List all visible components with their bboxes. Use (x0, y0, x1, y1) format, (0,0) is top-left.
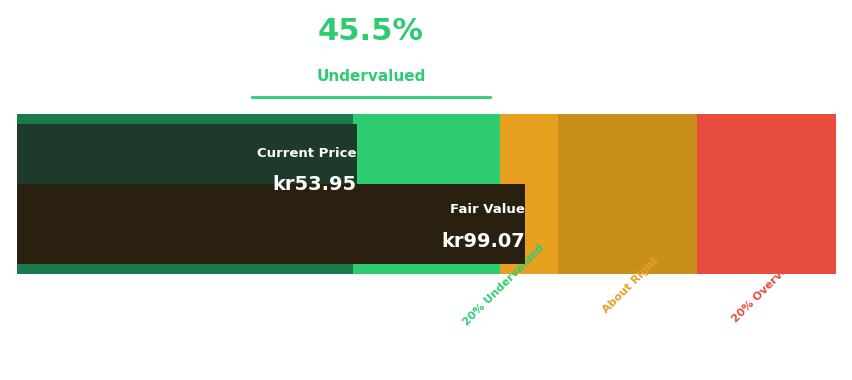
Text: kr99.07: kr99.07 (440, 232, 524, 251)
Bar (353, 114, 499, 274)
Text: About Right: About Right (600, 255, 659, 315)
Text: 20% Overvalued: 20% Overvalued (729, 245, 809, 325)
Bar (557, 114, 696, 274)
Text: kr53.95: kr53.95 (273, 175, 356, 194)
Bar (696, 114, 835, 274)
Bar (17, 114, 353, 274)
Bar (17, 124, 356, 207)
Text: 20% Undervalued: 20% Undervalued (461, 243, 545, 328)
Bar (17, 184, 524, 264)
Bar (499, 114, 557, 274)
Text: Current Price: Current Price (257, 147, 356, 160)
Text: 45.5%: 45.5% (318, 17, 423, 46)
Text: Fair Value: Fair Value (449, 203, 524, 216)
Text: Undervalued: Undervalued (316, 69, 425, 84)
